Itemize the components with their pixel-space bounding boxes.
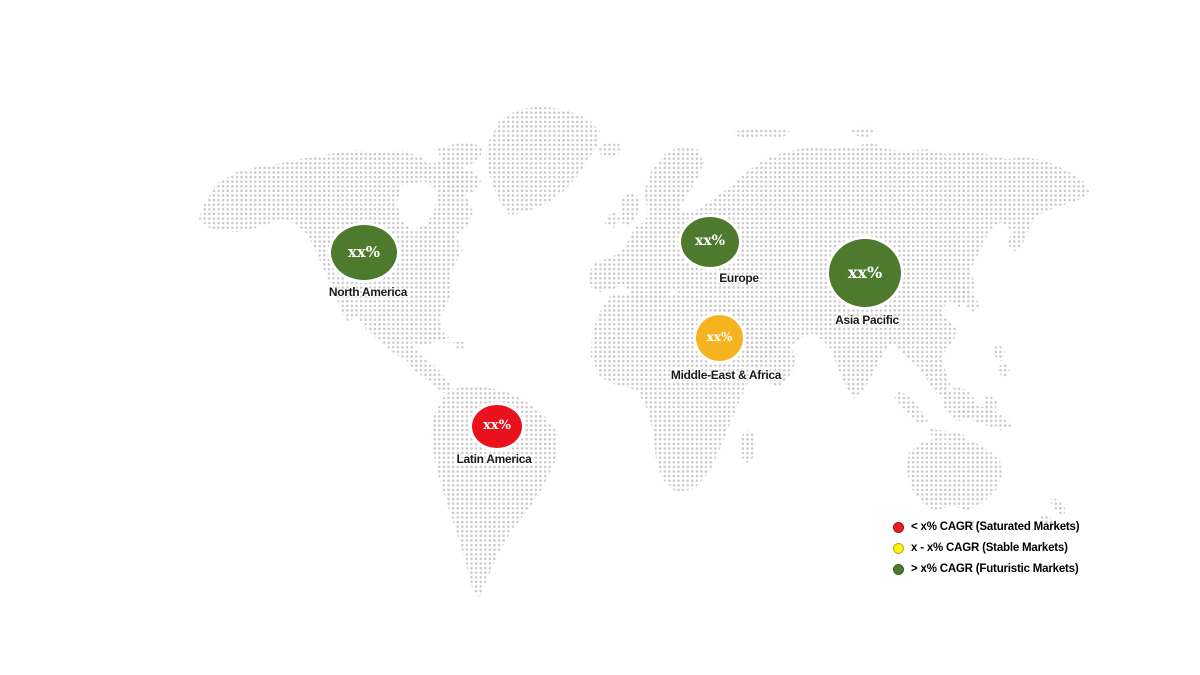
map-landmass-iceland [599, 141, 621, 158]
map-landmass-philippines [993, 344, 1010, 378]
latin-america-value: xx% [483, 418, 511, 433]
map-landmass-caribbean [424, 333, 466, 349]
asia-pacific-bubble: xx% [829, 239, 901, 307]
map-landmass-north-america [199, 150, 473, 393]
map-landmass-new-zealand [1040, 497, 1066, 531]
map-landmass-svalbard [730, 127, 876, 139]
north-america-value: xx% [347, 242, 381, 261]
map-landmass-new-guinea [957, 405, 1013, 430]
north-america-bubble: xx% [331, 225, 397, 280]
latin-america-bubble: xx% [472, 405, 522, 448]
legend-row-saturated: < x% CAGR (Saturated Markets) [893, 520, 1080, 534]
legend: < x% CAGR (Saturated Markets) x - x% CAG… [893, 520, 1080, 576]
asia-pacific-value: xx% [847, 262, 883, 282]
europe-value: xx% [695, 233, 725, 249]
legend-saturated-dot-icon [893, 521, 904, 533]
legend-row-stable: x - x% CAGR (Stable Markets) [893, 541, 1079, 555]
legend-futuristic-dot-icon [893, 563, 904, 575]
middle-east-africa-bubble: xx% [696, 315, 743, 361]
europe-label: Europe [719, 271, 759, 285]
legend-stable-label: x - x% CAGR (Stable Markets) [911, 542, 1068, 554]
legend-futuristic-label: > x% CAGR (Futuristic Markets) [911, 563, 1079, 575]
legend-stable-dot-icon [893, 542, 904, 554]
europe-bubble: xx% [681, 217, 739, 267]
legend-row-futuristic: > x% CAGR (Futuristic Markets) [893, 562, 1079, 576]
asia-pacific-label: Asia Pacific [835, 313, 899, 327]
map-landmass-japan [951, 284, 980, 312]
latin-america-label: Latin America [456, 452, 532, 466]
map-landmass-australia [906, 438, 1002, 530]
legend-saturated-label: < x% CAGR (Saturated Markets) [911, 521, 1080, 533]
map-landmass-arctic-islands-canada [437, 141, 483, 195]
map-landmass-british-isles [605, 192, 640, 228]
map-landmass-java [930, 429, 968, 441]
map-landmass-sumatra [895, 391, 928, 425]
map-landmass-greenland [486, 106, 600, 215]
middle-east-africa-label: Middle-East & Africa [670, 368, 782, 382]
north-america-label: North America [328, 285, 408, 299]
middle-east-africa-value: xx% [706, 330, 733, 344]
map-landmass-madagascar [739, 430, 756, 464]
map-landmass-south-america [431, 386, 558, 599]
